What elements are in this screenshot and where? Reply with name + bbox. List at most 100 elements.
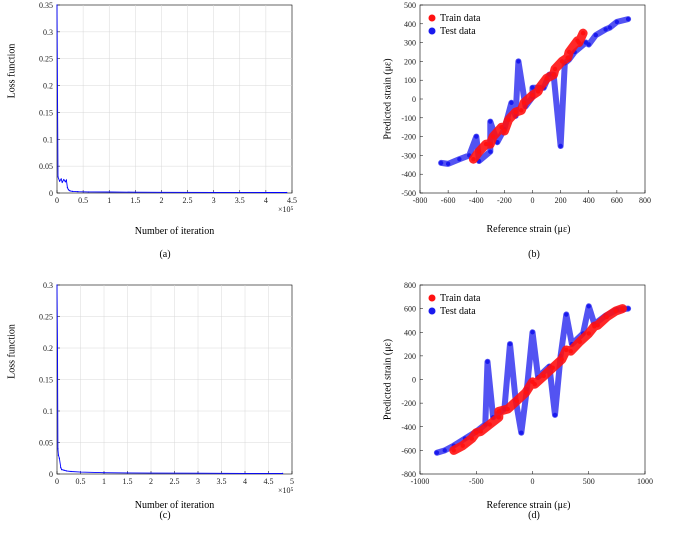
test-point <box>530 330 535 335</box>
loss-point <box>213 191 215 193</box>
train-point <box>595 322 600 328</box>
x-tick-label: 1000 <box>637 477 653 486</box>
train-point <box>474 430 479 435</box>
loss-point <box>58 457 60 459</box>
test-point <box>607 25 613 30</box>
train-point <box>604 314 609 320</box>
y-tick-label: 0.05 <box>39 162 53 171</box>
y-axis-label: Loss function <box>6 324 17 379</box>
y-tick-label: 0.1 <box>43 407 53 416</box>
x-axis-label: Reference strain (με) <box>487 224 571 235</box>
loss-point <box>160 191 163 193</box>
panel-a: 0 0.5 1 1.5 2 2.5 3 3.5 4 4.5 0 0.05 0.1 0.15 0.2 0.25 0… <box>6 1 297 260</box>
y-tick-label: 0.35 <box>39 1 53 10</box>
y-tick-label: -400 <box>401 170 416 179</box>
test-point <box>552 412 558 418</box>
train-point <box>541 373 546 379</box>
x-tick-label: 3 <box>212 196 216 205</box>
train-point <box>613 308 618 314</box>
train-point <box>502 128 507 134</box>
test-point <box>442 448 447 453</box>
x-tick-label: 1 <box>102 477 106 486</box>
train-point <box>559 59 565 64</box>
loss-point <box>65 470 67 472</box>
y-tick-label: -500 <box>401 189 416 198</box>
x-tick-label: 2 <box>159 196 163 205</box>
x-multiplier: ×10⁵ <box>278 486 294 495</box>
loss-point <box>56 284 58 286</box>
loss-point <box>244 472 246 474</box>
train-point <box>559 357 564 362</box>
test-point <box>586 304 591 309</box>
loss-point <box>56 347 59 349</box>
y-tick-label: 200 <box>404 57 416 66</box>
y-tick-label: 0.3 <box>43 281 53 290</box>
train-point <box>580 31 586 36</box>
train-point <box>564 347 569 353</box>
x-tick-label: 2.5 <box>170 477 180 486</box>
y-axis-label: Predicted strain (με) <box>382 58 393 139</box>
x-tick-label: 1.5 <box>130 196 140 205</box>
x-tick-label: 3 <box>196 477 200 486</box>
x-tick-label: 4.5 <box>264 477 274 486</box>
test-point <box>614 19 620 25</box>
loss-point <box>60 467 62 469</box>
loss-point <box>63 469 65 471</box>
loss-point <box>63 178 65 181</box>
x-tick-label: 2.5 <box>183 196 193 205</box>
x-tick-label: -1000 <box>411 477 430 486</box>
train-point <box>506 117 511 122</box>
test-point <box>488 119 493 124</box>
x-multiplier: ×10⁵ <box>278 205 294 214</box>
loss-point <box>57 448 59 450</box>
x-tick-label: 400 <box>583 196 595 205</box>
y-tick-label: 0 <box>49 189 53 198</box>
test-point <box>564 312 569 317</box>
y-tick-label: 600 <box>404 305 416 314</box>
test-point <box>507 341 513 347</box>
y-tick-label: 0.2 <box>43 82 53 91</box>
x-tick-label: 1.5 <box>123 477 133 486</box>
train-point <box>478 429 483 434</box>
test-point <box>519 430 524 435</box>
test-point <box>509 100 514 105</box>
loss-point <box>103 472 105 474</box>
plot-area <box>56 4 293 194</box>
train-point <box>469 436 474 441</box>
legend-box <box>426 11 492 39</box>
test-point <box>586 42 591 47</box>
x-tick-label: 4 <box>243 477 247 486</box>
train-point <box>460 443 465 448</box>
x-tick-label: 2 <box>149 477 153 486</box>
legend-test-marker <box>428 307 436 315</box>
panel-caption: (d) <box>528 510 540 521</box>
train-point <box>451 448 456 453</box>
train-point <box>530 379 535 385</box>
y-tick-label: 200 <box>404 352 416 361</box>
y-tick-label: 0 <box>412 376 416 385</box>
test-point <box>558 143 563 149</box>
test-point <box>625 16 631 22</box>
loss-point <box>282 472 284 474</box>
test-point <box>474 134 479 139</box>
x-tick-label: 4 <box>264 196 268 205</box>
test-point <box>434 450 440 455</box>
test-point <box>488 149 493 154</box>
y-tick-label: 0.1 <box>43 135 53 144</box>
train-point <box>490 134 496 139</box>
y-tick-label: -200 <box>401 399 416 408</box>
test-point <box>495 140 500 145</box>
x-axis-label: Number of iteration <box>135 226 214 237</box>
y-tick-label: 100 <box>404 76 416 85</box>
train-point <box>523 390 528 395</box>
legend-test-label: Test data <box>440 26 476 37</box>
y-tick-label: -600 <box>401 446 416 455</box>
loss-point <box>57 176 59 178</box>
y-tick-label: 0.05 <box>39 439 53 448</box>
y-axis-label: Loss function <box>6 44 17 99</box>
train-point <box>496 409 501 414</box>
x-tick-label: 600 <box>611 196 623 205</box>
x-tick-label: 200 <box>555 196 567 205</box>
train-point <box>577 339 582 344</box>
